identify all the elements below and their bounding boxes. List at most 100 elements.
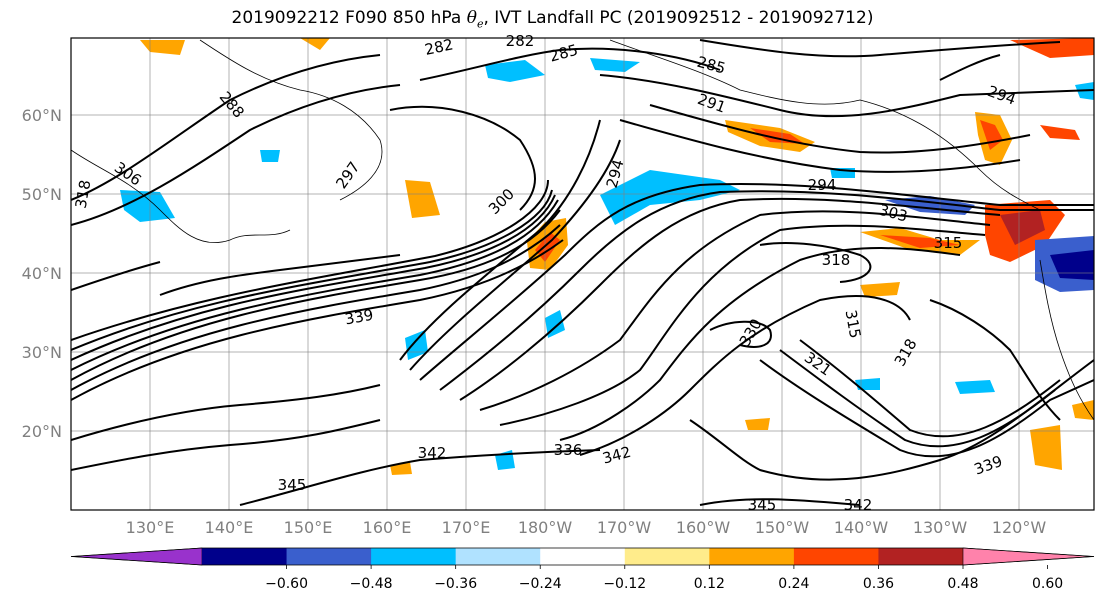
longitude-label: 130°W xyxy=(913,518,968,537)
coastline-alaska xyxy=(609,39,1041,211)
longitude-label: 160°E xyxy=(363,518,412,537)
contour-value-label: 318 xyxy=(72,178,95,209)
contour-line xyxy=(71,209,561,381)
contour-value-label: 318 xyxy=(822,251,851,269)
contour-line xyxy=(499,224,986,426)
contour-value-label: 345 xyxy=(278,476,307,494)
contour-line xyxy=(71,179,549,341)
gridlines xyxy=(71,38,1094,510)
longitude-label: 170°E xyxy=(442,518,491,537)
shade-patch xyxy=(860,282,900,297)
colorbar-segment xyxy=(286,548,372,565)
title-prefix: 2019092212 F090 850 hPa xyxy=(231,8,467,28)
contour-line xyxy=(389,105,536,211)
coastline-north-america xyxy=(1039,259,1094,421)
contour-line xyxy=(929,299,1061,421)
colorbar-tick-labels: −0.60 −0.48 −0.36 −0.24 −0.12 0.12 0.24 0.36 0.4… xyxy=(265,565,1063,592)
shade-patch xyxy=(485,60,545,82)
contour-line xyxy=(159,254,401,296)
shade-patch xyxy=(1030,425,1062,470)
contour-line xyxy=(399,119,601,361)
shade-patch xyxy=(980,120,1003,150)
latitude-label: 30°N xyxy=(22,343,62,362)
coastline-asia xyxy=(71,149,291,244)
contour-line xyxy=(71,261,161,291)
shade-patch xyxy=(1072,400,1094,420)
title-theta-symbol: θ xyxy=(466,8,477,28)
contour-line xyxy=(699,39,1061,58)
longitude-label: 140°W xyxy=(834,518,889,537)
contour-line xyxy=(579,295,911,456)
contour-line xyxy=(599,74,1094,118)
shade-patch xyxy=(600,170,740,225)
contour-line xyxy=(71,239,564,401)
contour-line xyxy=(459,197,1001,401)
colorbar xyxy=(70,547,1095,566)
contour-line xyxy=(619,119,1021,173)
contour-value-label: 315 xyxy=(934,234,963,252)
contour-line xyxy=(649,104,1031,154)
map-frame xyxy=(70,37,1095,511)
contour-line xyxy=(439,190,1094,391)
shade-patch xyxy=(120,190,175,222)
contour-line xyxy=(239,449,601,506)
colorbar-tick-label: 0.24 xyxy=(778,576,809,592)
colorbar-tick-label: 0.48 xyxy=(947,576,978,592)
shade-patch xyxy=(1000,210,1045,245)
colorbar-segment xyxy=(371,548,457,565)
contour-line xyxy=(71,189,553,351)
contour-line xyxy=(799,339,1061,438)
latitude-label: 60°N xyxy=(22,106,62,125)
contour-line xyxy=(709,320,772,348)
latitude-label: 50°N xyxy=(22,185,62,204)
latitude-label: 40°N xyxy=(22,264,62,283)
contour-line xyxy=(71,384,381,441)
colorbar-extend-high xyxy=(962,547,1095,566)
colorbar-segment xyxy=(540,548,626,565)
contour-line xyxy=(71,224,561,391)
title-theta-subscript: e xyxy=(476,17,484,31)
colorbar-segment xyxy=(624,548,710,565)
latitude-label: 20°N xyxy=(22,422,62,441)
shade-patch xyxy=(405,180,440,218)
contour-value-label: 294 xyxy=(808,176,837,194)
contour-line xyxy=(71,54,381,201)
contour-line xyxy=(71,419,381,471)
colorbar-tick-label: 0.36 xyxy=(863,576,894,592)
contour-line xyxy=(559,247,961,441)
longitude-label: 180°W xyxy=(518,518,573,537)
map-title: 2019092212 F090 850 hPa θe, IVT Landfall… xyxy=(0,8,1105,30)
longitude-label: 120°W xyxy=(992,518,1047,537)
shade-patch xyxy=(955,380,995,394)
longitude-label: 130°E xyxy=(126,518,175,537)
contour-line xyxy=(479,210,991,411)
contour-line xyxy=(419,183,1094,381)
contour-value-label: 339 xyxy=(343,306,374,329)
longitude-label: 170°W xyxy=(597,518,652,537)
colorbar-tick-label: −0.36 xyxy=(434,576,477,592)
longitude-label: 150°E xyxy=(284,518,333,537)
longitude-labels: 130°E 140°E 150°E 160°E 170°E 180°W 170°W 160°W… xyxy=(126,518,1047,537)
colorbar-tick-label: −0.60 xyxy=(265,576,308,592)
theta-e-contours xyxy=(71,39,1094,506)
colorbar-tick-label: 0.60 xyxy=(1032,576,1063,592)
contour-line xyxy=(779,349,1056,448)
contour-value-label: 336 xyxy=(554,441,583,459)
coastlines xyxy=(71,39,1094,421)
contour-line xyxy=(71,194,556,361)
contour-value-label: 342 xyxy=(844,496,873,514)
colorbar-outline xyxy=(70,547,1095,566)
colorbar-segment xyxy=(878,548,964,565)
colorbar-tick-label: −0.12 xyxy=(603,576,646,592)
contour-line xyxy=(71,199,559,371)
colorbar-segment xyxy=(202,548,288,565)
contour-value-label: 282 xyxy=(423,35,455,59)
colorbar-segment xyxy=(709,548,795,565)
contour-line xyxy=(759,242,872,283)
map-plot-area xyxy=(71,38,1094,510)
contour-line xyxy=(759,359,1094,458)
shade-patch xyxy=(260,150,280,162)
shade-patch xyxy=(590,58,640,72)
